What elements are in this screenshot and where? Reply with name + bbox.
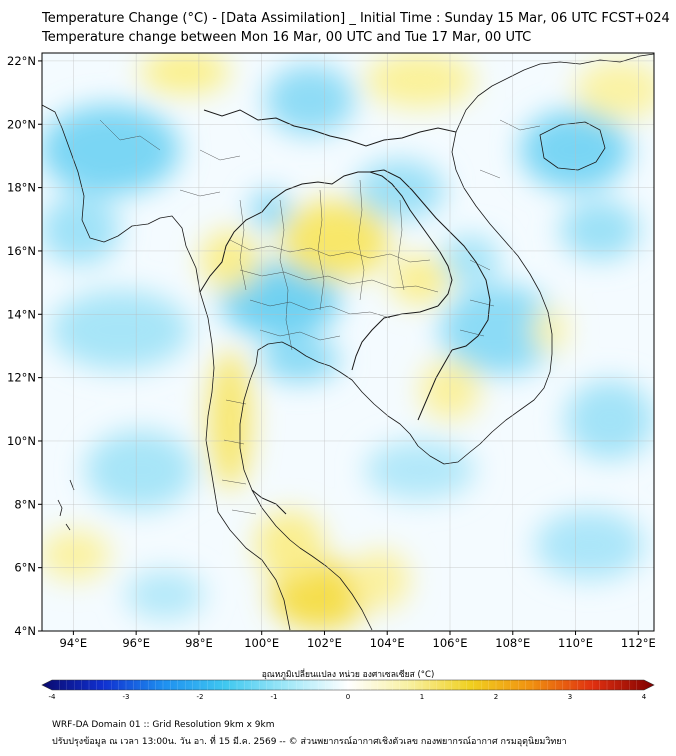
latitude-axis: 4°N 6°N 8°N 10°N 12°N 14°N 16°N 18°N 20°N 22°N (7, 54, 42, 638)
coastlines (42, 53, 654, 631)
lon-tick-label: 110°E (558, 636, 593, 650)
country-borders (199, 109, 491, 515)
colorbar-ticks: -4 -3 -2 -1 0 1 2 3 4 (49, 693, 647, 701)
lat-tick-label: 8°N (14, 497, 36, 511)
colorbar-tick-label: 2 (494, 693, 498, 701)
lon-tick-label: 108°E (495, 636, 530, 650)
lon-tick-label: 98°E (185, 636, 213, 650)
lat-tick-label: 20°N (7, 117, 36, 131)
lon-tick-label: 100°E (244, 636, 279, 650)
colorbar-tick-label: -1 (271, 693, 278, 701)
lon-tick-label: 104°E (370, 636, 405, 650)
lat-tick-label: 10°N (7, 434, 36, 448)
colorbar-tick-label: -4 (49, 693, 57, 701)
lon-tick-label: 106°E (433, 636, 468, 650)
map-title: Temperature Change (°C) - [Data Assimila… (42, 11, 670, 26)
lat-tick-label: 22°N (7, 54, 36, 68)
colorbar (41, 679, 655, 691)
longitude-axis: 94°E 96°E 98°E 100°E 102°E 104°E 106°E 108°E 110… (60, 631, 656, 650)
lat-tick-label: 14°N (7, 307, 36, 321)
lat-tick-label: 6°N (14, 561, 36, 575)
lon-tick-label: 94°E (60, 636, 88, 650)
map-subtitle: Temperature change between Mon 16 Mar, 0… (42, 30, 532, 45)
lon-tick-label: 96°E (122, 636, 150, 650)
colorbar-tick-label: -3 (123, 693, 130, 701)
lat-tick-label: 18°N (7, 181, 36, 195)
lat-tick-label: 16°N (7, 244, 36, 258)
model-info: WRF-DA Domain 01 :: Grid Resolution 9km … (52, 720, 275, 730)
province-borders (99, 119, 541, 515)
colorbar-tick-label: 3 (568, 693, 572, 701)
colorbar-tick-label: 0 (346, 693, 350, 701)
colorbar-tick-label: -2 (197, 693, 204, 701)
colorbar-tick-label: 1 (420, 693, 424, 701)
lat-tick-label: 4°N (14, 624, 36, 638)
gridlines (42, 53, 654, 632)
colorbar-tick-label: 4 (642, 693, 647, 701)
temperature-field (42, 53, 654, 631)
lon-tick-label: 102°E (307, 636, 342, 650)
lat-tick-label: 12°N (7, 371, 36, 385)
colorbar-title: อุณหภูมิเปลี่ยนแปลง หน่วย องศาเซลเซียส (… (262, 668, 435, 680)
map-frame (41, 52, 655, 632)
lon-tick-label: 112°E (621, 636, 656, 650)
credit-line: ปรับปรุงข้อมูล ณ เวลา 13:00น. วัน อา. ที… (52, 737, 567, 747)
